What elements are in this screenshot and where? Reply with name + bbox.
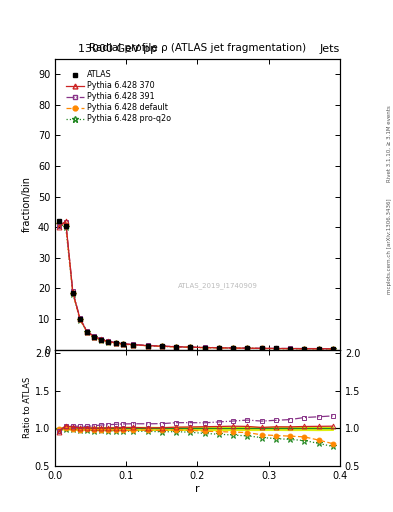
Text: 13000 GeV pp: 13000 GeV pp <box>78 44 158 54</box>
Y-axis label: Ratio to ATLAS: Ratio to ATLAS <box>23 377 32 438</box>
X-axis label: r: r <box>195 483 200 494</box>
Text: Radial profile ρ (ATLAS jet fragmentation): Radial profile ρ (ATLAS jet fragmentatio… <box>89 43 306 53</box>
Text: mcplots.cern.ch [arXiv:1306.3436]: mcplots.cern.ch [arXiv:1306.3436] <box>387 198 392 293</box>
Text: ATLAS_2019_I1740909: ATLAS_2019_I1740909 <box>178 282 257 289</box>
Text: Rivet 3.1.10, ≥ 3.1M events: Rivet 3.1.10, ≥ 3.1M events <box>387 105 392 182</box>
Text: Jets: Jets <box>320 44 340 54</box>
Legend: ATLAS, Pythia 6.428 370, Pythia 6.428 391, Pythia 6.428 default, Pythia 6.428 pr: ATLAS, Pythia 6.428 370, Pythia 6.428 39… <box>65 69 173 125</box>
Y-axis label: fraction/bin: fraction/bin <box>22 176 32 232</box>
